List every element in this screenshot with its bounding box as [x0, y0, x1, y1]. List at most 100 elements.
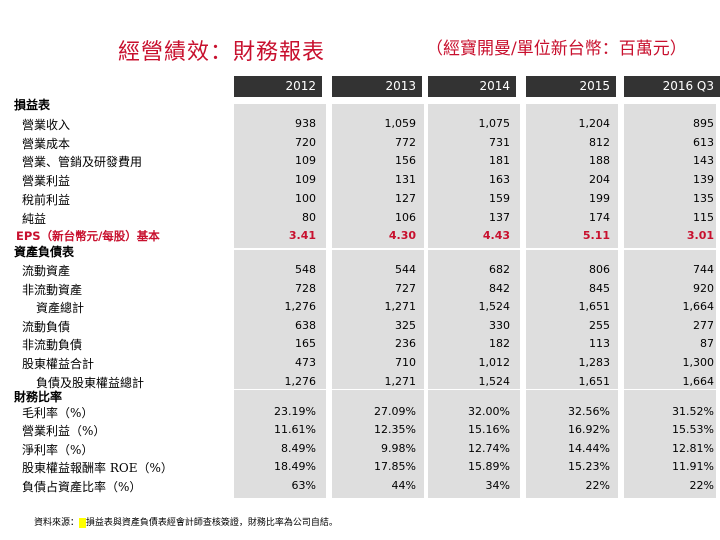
income-row-value: 109 [295, 173, 316, 187]
ratio-row-value: 15.23% [568, 460, 610, 474]
income-row-label: 營業成本 [22, 136, 71, 151]
year-header-3: 2015 [526, 76, 616, 97]
balance-row-value: 1,283 [578, 356, 611, 369]
balance-row-value: 1,271 [384, 300, 417, 314]
income-row-value: 812 [589, 135, 610, 149]
source-note: 資料來源： 損益表與資產負債表經會計師查核簽證，財務比率為公司自結。 [34, 515, 338, 528]
balance-row-value: 113 [589, 337, 610, 351]
section-income-statement: 損益表 [14, 98, 51, 112]
ratio-row-value: 12.35% [374, 423, 416, 437]
band-cell [624, 104, 716, 248]
page-title: 經營績效：財務報表 [118, 40, 326, 65]
balance-row-value: 682 [489, 263, 510, 276]
income-row-value: 1,204 [578, 117, 611, 130]
ratio-row-label: 負債占資產比率（%） [22, 479, 142, 494]
ratio-row-value: 15.16% [468, 423, 510, 437]
income-row-value: 115 [693, 210, 714, 224]
income-row-value: 1,059 [384, 117, 417, 130]
income-row-value: 772 [395, 135, 416, 149]
balance-row-value: 806 [589, 263, 610, 276]
balance-row-value: 236 [395, 337, 416, 351]
band-cell [234, 390, 326, 498]
income-row-value: 188 [589, 154, 610, 168]
balance-row-value: 87 [700, 337, 714, 351]
band-cell [428, 390, 520, 498]
ratio-row-value: 34% [485, 478, 510, 492]
ratio-row-label: 淨利率（%） [22, 442, 94, 457]
balance-row-value: 1,271 [384, 374, 417, 388]
ratio-row-value: 15.89% [468, 460, 510, 474]
income-row-value: 174 [589, 210, 610, 224]
balance-row-value: 1,012 [478, 356, 511, 369]
income-row-value: 3.01 [686, 229, 714, 243]
ratio-row-value: 22% [585, 478, 610, 492]
ratio-row-value: 17.85% [374, 460, 416, 474]
balance-row-value: 1,664 [682, 300, 715, 314]
ratio-row-value: 23.19% [274, 405, 316, 418]
balance-row-value: 1,276 [284, 300, 317, 314]
balance-row-value: 544 [395, 263, 416, 276]
ratio-row-value: 11.91% [672, 460, 714, 474]
income-row-value: 895 [693, 117, 714, 130]
income-row-value: 181 [489, 154, 510, 168]
ratio-row-label: 毛利率（%） [22, 406, 94, 420]
year-header-1: 2013 [332, 76, 422, 97]
income-row-value: 135 [693, 191, 714, 205]
balance-row-value: 1,300 [682, 356, 715, 369]
balance-row-label: 資產總計 [36, 301, 85, 316]
page-subtitle: （經寶開曼/單位新台幣：百萬元） [426, 39, 687, 59]
source-note-highlight [79, 518, 86, 528]
band-cell [624, 250, 716, 389]
income-row-value: 80 [302, 210, 316, 224]
balance-row-value: 845 [589, 281, 610, 295]
balance-row-label: 非流動資產 [22, 282, 83, 297]
balance-row-value: 744 [693, 263, 714, 276]
income-row-value: 109 [295, 154, 316, 168]
band-cell [428, 250, 520, 389]
ratio-row-value: 63% [291, 478, 316, 492]
balance-row-value: 165 [295, 337, 316, 351]
balance-row-label: 流動資產 [22, 264, 71, 278]
band-cell [526, 390, 618, 498]
band-cell [526, 104, 618, 248]
income-row-value: 1,075 [478, 117, 511, 130]
balance-row-value: 325 [395, 318, 416, 332]
balance-row-value: 182 [489, 337, 510, 351]
year-header-2: 2014 [428, 76, 516, 97]
income-row-value: 137 [489, 210, 510, 224]
section-balance-sheet: 資產負債表 [14, 245, 75, 259]
band-cell [624, 390, 716, 498]
ratio-row-value: 16.92% [568, 423, 610, 437]
ratio-row-value: 22% [689, 478, 714, 492]
band-cell [428, 104, 520, 248]
band-cell [332, 104, 424, 248]
income-row-label: 稅前利益 [22, 192, 71, 207]
balance-row-value: 255 [589, 318, 610, 332]
ratio-row-value: 18.49% [274, 460, 316, 474]
income-row-label: 純益 [22, 211, 47, 226]
balance-row-value: 1,664 [682, 374, 715, 388]
balance-row-label: 非流動負債 [22, 338, 83, 353]
ratio-row-value: 12.81% [672, 441, 714, 455]
year-header-4: 2016 Q3 [624, 76, 720, 97]
income-row-value: 3.41 [288, 229, 316, 243]
balance-row-value: 842 [489, 281, 510, 295]
balance-row-value: 1,276 [284, 374, 317, 388]
ratio-row-value: 12.74% [468, 441, 510, 455]
balance-row-value: 727 [395, 281, 416, 295]
balance-row-value: 920 [693, 281, 714, 295]
ratio-row-label: 營業利益（%） [22, 424, 106, 439]
balance-row-value: 1,524 [478, 300, 511, 314]
balance-row-value: 277 [693, 318, 714, 332]
balance-row-value: 1,524 [478, 374, 511, 388]
income-row-value: 131 [395, 173, 416, 187]
ratio-row-value: 32.00% [468, 405, 510, 418]
income-row-value: 143 [693, 154, 714, 168]
balance-row-label: 流動負債 [22, 319, 71, 334]
income-row-label: 營業收入 [22, 118, 71, 132]
income-row-value: 938 [295, 117, 316, 130]
band-cell [234, 104, 326, 248]
income-row-value: 139 [693, 173, 714, 187]
year-header-0: 2012 [234, 76, 322, 97]
income-row-value: 163 [489, 173, 510, 187]
